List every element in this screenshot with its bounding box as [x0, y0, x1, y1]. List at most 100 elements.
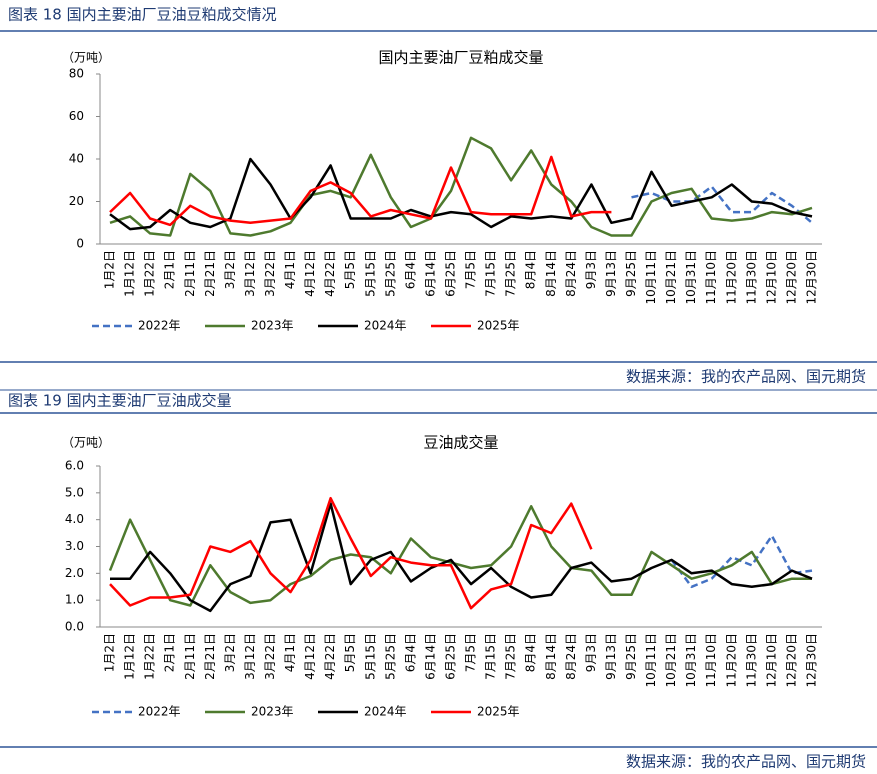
x-tick-label: 8月24日: [564, 250, 578, 297]
x-tick-label: 8月4日: [524, 250, 538, 289]
x-tick-label: 1月12日: [123, 633, 137, 680]
x-tick-label: 11月20日: [724, 633, 738, 688]
x-tick-label: 3月22日: [263, 633, 277, 680]
x-tick-label: 2月1日: [163, 250, 177, 289]
x-tick-label: 7月5日: [464, 633, 478, 672]
x-tick-label: 7月25日: [504, 633, 518, 680]
y-unit: （万吨）: [62, 51, 110, 65]
y-tick-label: 20: [69, 194, 84, 208]
x-tick-label: 4月12日: [303, 633, 317, 680]
series-line: [670, 534, 813, 589]
x-tick-label: 9月25日: [624, 250, 638, 297]
x-tick-label: 8月4日: [524, 633, 538, 672]
x-tick-label: 12月30日: [804, 633, 818, 688]
x-tick-label: 11月10日: [704, 250, 718, 305]
x-tick-label: 3月22日: [263, 250, 277, 297]
x-tick-label: 2月21日: [203, 250, 217, 297]
y-tick-label: 2.0: [65, 566, 84, 580]
x-tick-label: 1月2日: [103, 633, 117, 672]
x-tick-label: 4月1日: [283, 633, 297, 672]
x-tick-label: 10月11日: [644, 633, 658, 688]
x-tick-label: 5月15日: [363, 250, 377, 297]
x-tick-label: 11月10日: [704, 633, 718, 688]
x-tick-label: 1月22日: [143, 633, 157, 680]
x-tick-label: 5月25日: [383, 250, 397, 297]
y-tick-label: 40: [69, 152, 84, 166]
x-tick-label: 11月20日: [724, 250, 738, 305]
x-tick-label: 4月22日: [323, 250, 337, 297]
x-tick-label: 1月2日: [103, 250, 117, 289]
y-unit: （万吨）: [62, 436, 110, 450]
x-tick-label: 12月30日: [804, 250, 818, 305]
x-tick-label: 4月1日: [283, 250, 297, 289]
x-tick-label: 6月4日: [403, 633, 417, 672]
source: 数据来源：我的农产品网、国元期货: [626, 368, 866, 386]
x-tick-label: 10月31日: [684, 250, 698, 305]
x-tick-label: 3月2日: [223, 250, 237, 289]
x-tick-label: 3月2日: [223, 633, 237, 672]
legend-label: 2023年: [251, 705, 294, 719]
source: 数据来源：我的农产品网、国元期货: [626, 753, 866, 771]
x-tick-label: 7月25日: [504, 250, 518, 297]
y-tick-label: 1.0: [65, 593, 84, 607]
x-tick-label: 7月15日: [484, 633, 498, 680]
series-line: [108, 505, 812, 607]
x-tick-label: 2月1日: [163, 633, 177, 672]
x-tick-label: 12月10日: [764, 633, 778, 688]
x-tick-label: 9月25日: [624, 633, 638, 680]
x-tick-label: 11月30日: [744, 250, 758, 305]
x-tick-label: 12月20日: [784, 633, 798, 688]
legend-label: 2023年: [251, 319, 294, 333]
chart-title: 国内主要油厂豆粕成交量: [378, 49, 543, 67]
y-tick-label: 3.0: [65, 539, 84, 553]
x-tick-label: 9月13日: [604, 633, 618, 680]
legend-label: 2022年: [138, 319, 181, 333]
x-tick-label: 5月5日: [343, 250, 357, 289]
legend-label: 2024年: [364, 319, 407, 333]
x-tick-label: 8月14日: [544, 250, 558, 297]
x-tick-label: 4月22日: [323, 633, 337, 680]
legend-label: 2025年: [477, 319, 520, 333]
x-tick-label: 6月14日: [423, 250, 437, 297]
x-tick-label: 8月24日: [564, 633, 578, 680]
header: 图表 19 国内主要油厂豆油成交量: [8, 392, 232, 410]
x-tick-label: 9月3日: [584, 633, 598, 672]
header: 图表 18 国内主要油厂豆油豆粕成交情况: [8, 6, 277, 24]
x-tick-label: 5月25日: [383, 633, 397, 680]
series-line: [109, 136, 813, 237]
y-tick-label: 6.0: [65, 459, 84, 473]
x-tick-label: 7月15日: [484, 250, 498, 297]
y-tick-label: 4.0: [65, 512, 84, 526]
x-tick-label: 10月31日: [684, 633, 698, 688]
x-tick-label: 10月21日: [664, 633, 678, 688]
x-tick-label: 6月25日: [443, 250, 457, 297]
x-tick-label: 7月5日: [464, 250, 478, 289]
x-tick-label: 5月5日: [343, 633, 357, 672]
y-tick-label: 5.0: [65, 485, 84, 499]
y-tick-label: 60: [69, 109, 84, 123]
x-tick-label: 9月3日: [584, 250, 598, 289]
x-tick-label: 10月11日: [644, 250, 658, 305]
x-tick-label: 6月25日: [443, 633, 457, 680]
x-tick-label: 3月12日: [243, 250, 257, 297]
x-tick-label: 12月20日: [784, 250, 798, 305]
x-tick-label: 12月10日: [764, 250, 778, 305]
x-tick-label: 4月12日: [303, 250, 317, 297]
y-tick-label: 80: [69, 67, 84, 81]
legend-label: 2024年: [364, 705, 407, 719]
x-tick-label: 6月14日: [423, 633, 437, 680]
x-tick-label: 9月13日: [604, 250, 618, 297]
x-tick-label: 1月22日: [143, 250, 157, 297]
series-line: [109, 155, 612, 227]
y-tick-label: 0.0: [65, 620, 84, 634]
x-tick-label: 11月30日: [744, 633, 758, 688]
x-tick-label: 2月21日: [203, 633, 217, 680]
x-tick-label: 2月11日: [183, 633, 197, 680]
series-line: [110, 502, 813, 613]
y-tick-label: 0: [76, 237, 84, 251]
series-line: [109, 496, 593, 610]
legend-label: 2025年: [477, 705, 520, 719]
x-tick-label: 2月11日: [183, 250, 197, 297]
x-tick-label: 1月12日: [123, 250, 137, 297]
